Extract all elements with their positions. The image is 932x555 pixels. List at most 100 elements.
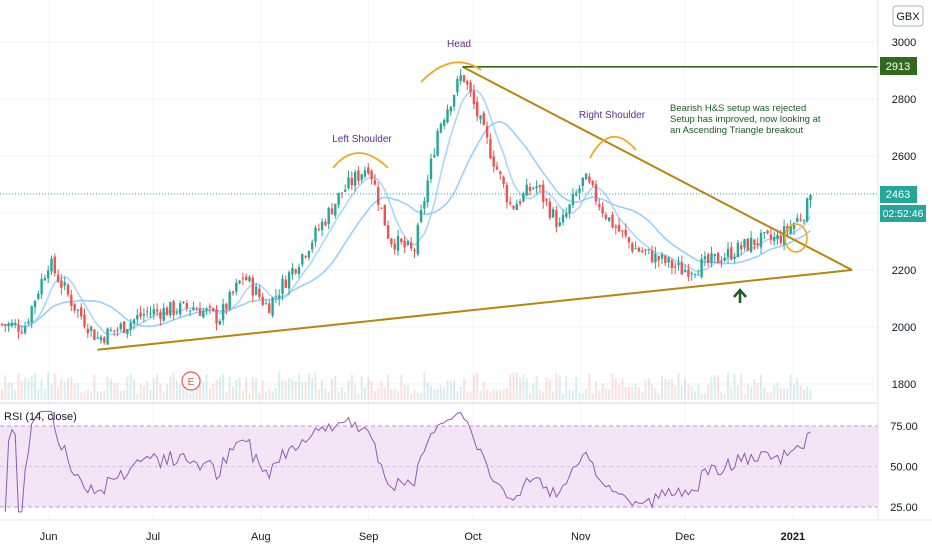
candle-body: [650, 250, 654, 263]
candle-body: [165, 307, 169, 316]
volume-bar: [637, 387, 640, 400]
time-tick-label: Sep: [359, 531, 379, 543]
volume-bar: [453, 379, 456, 400]
candle-body: [284, 279, 287, 288]
volume-bar: [687, 384, 690, 400]
candle-body: [654, 253, 657, 263]
candle-body: [33, 300, 37, 308]
candle-body: [634, 248, 637, 250]
volume-bar: [149, 389, 152, 400]
candle-body: [251, 277, 254, 296]
currency-badge[interactable]: GBX: [892, 5, 924, 27]
volume-bar: [641, 392, 644, 400]
candle-body: [291, 267, 294, 275]
candle-body: [149, 313, 152, 315]
volume-bar: [225, 392, 228, 400]
moving-averages: [1, 88, 812, 336]
volume-bar: [697, 384, 700, 400]
volume-bar: [393, 387, 396, 400]
candle-body: [390, 238, 393, 244]
candle-body: [50, 258, 53, 272]
candle-body: [499, 171, 502, 174]
candle-body: [528, 186, 532, 192]
candle-body: [594, 184, 598, 202]
volume-bar: [532, 383, 535, 400]
volume-bar: [298, 373, 300, 400]
volume-bar: [674, 386, 677, 400]
volume-bar: [661, 375, 663, 400]
candle-body: [495, 166, 499, 170]
candle-body: [674, 266, 677, 268]
volume-bar: [50, 383, 53, 400]
candle-body: [505, 185, 509, 203]
candle-body: [568, 204, 571, 214]
volume-bar: [212, 383, 215, 400]
candle-body: [14, 322, 17, 325]
volume-bar: [595, 381, 597, 400]
candle-body: [730, 247, 733, 260]
candle-body: [231, 291, 235, 294]
candle-body: [608, 217, 611, 221]
candle-body: [400, 238, 403, 243]
candle-body: [172, 301, 175, 315]
candle-body: [89, 326, 93, 331]
trendline: [97, 269, 853, 351]
candle-body: [733, 256, 736, 259]
candle-body: [215, 309, 218, 324]
candle-body: [27, 321, 30, 324]
time-axis[interactable]: Jun Jul Aug Sep Oct Nov Dec 2021: [40, 531, 805, 543]
volume-bar: [690, 386, 693, 400]
candle-body: [452, 95, 456, 107]
rsi-axis[interactable]: 75.00 50.00 25.00: [890, 421, 918, 514]
volume-bar: [565, 375, 568, 400]
volume-bar: [736, 385, 739, 400]
volume-bar: [321, 379, 324, 400]
candle-body: [631, 243, 634, 252]
candle-body: [436, 130, 439, 156]
candle-body: [37, 293, 40, 299]
volume-bar: [60, 378, 63, 400]
candle-body: [660, 254, 664, 259]
candle-body: [697, 274, 700, 276]
volume-bar: [707, 384, 710, 400]
volume-bar: [93, 374, 96, 400]
volume-bar: [261, 379, 264, 400]
volume-bar: [281, 379, 284, 400]
volume-bar: [347, 380, 350, 400]
candle-body: [756, 243, 759, 246]
volume-bar: [189, 393, 192, 400]
volume-bar: [499, 390, 502, 400]
time-tick-label: Jun: [40, 531, 58, 543]
candle-body: [482, 112, 485, 126]
volume-bar: [14, 389, 17, 400]
volume-bar: [621, 377, 624, 400]
candle-body: [324, 221, 327, 226]
candle-body: [0, 323, 4, 325]
candle-body: [710, 253, 713, 264]
volume-bar: [469, 392, 472, 400]
candle-body: [466, 80, 469, 85]
candle-body: [396, 235, 400, 251]
candle-body: [716, 252, 720, 263]
candle-body: [159, 312, 162, 319]
volume-bar: [585, 389, 588, 400]
candle-body: [720, 261, 723, 263]
volume-bar: [763, 387, 766, 400]
candle-body: [185, 303, 188, 309]
volume-bar: [601, 383, 604, 400]
volume-bar: [591, 393, 594, 400]
candle-body: [268, 303, 271, 314]
volume-bar: [1, 389, 3, 400]
svg-text:GBX: GBX: [896, 11, 920, 23]
volume-bar: [581, 393, 584, 400]
earnings-marker[interactable]: E: [181, 371, 201, 391]
candle-body: [588, 176, 591, 183]
candle-body: [806, 198, 809, 222]
volume-bar: [202, 381, 205, 400]
volume-bar: [519, 377, 522, 400]
volume-bar: [24, 377, 27, 400]
volume-bar: [703, 393, 706, 400]
volume-bar: [195, 384, 198, 400]
volume-bar: [284, 380, 287, 400]
